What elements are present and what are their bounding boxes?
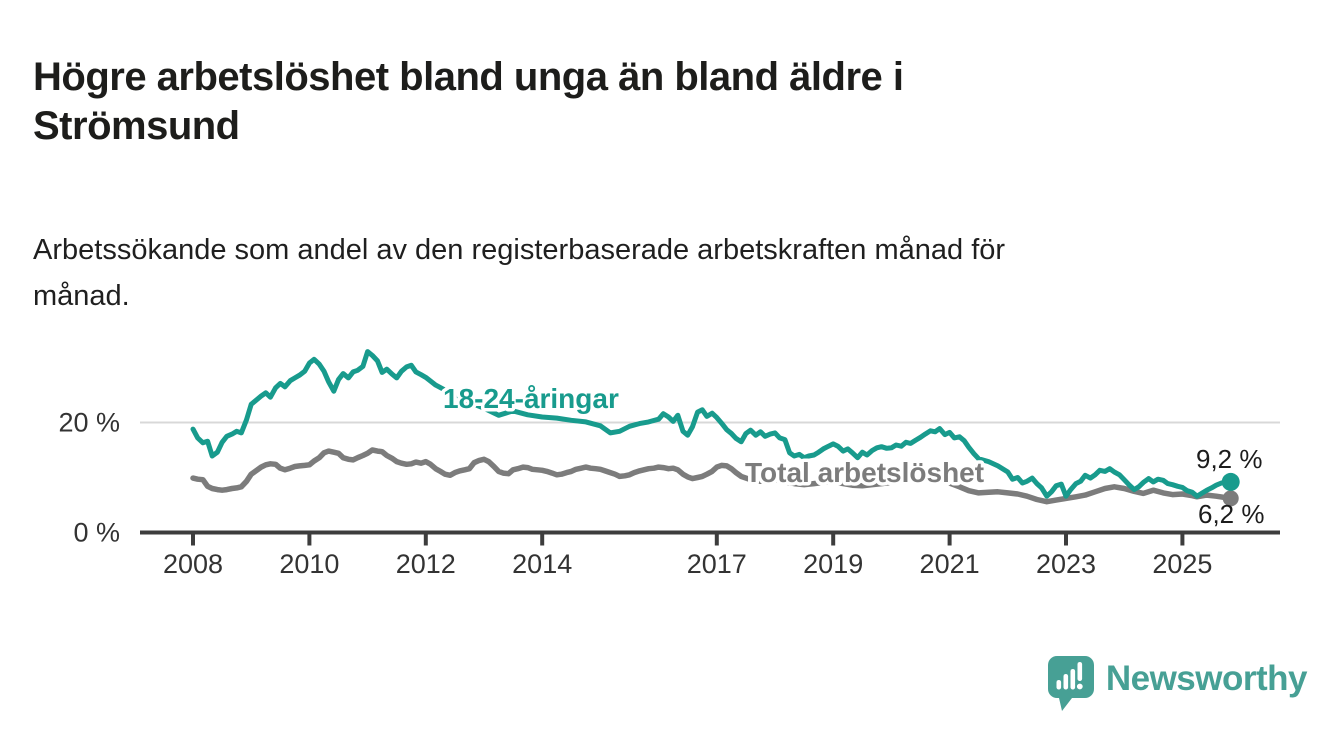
x-tick-label-2019: 2019 <box>803 549 863 579</box>
bar-2 <box>1063 674 1068 690</box>
series-label-18-24: 18-24-åringar <box>443 383 619 414</box>
series-label-total: Total arbetslöshet <box>745 457 984 488</box>
page-subtitle: Arbetssökande som andel av den registerb… <box>33 227 1253 319</box>
page-title-line-1: Högre arbetslöshet bland unga än bland ä… <box>33 54 904 99</box>
x-tick-label-2010: 2010 <box>279 549 339 579</box>
x-tick-label-2023: 2023 <box>1036 549 1096 579</box>
page-title-line-2: Strömsund <box>33 103 240 148</box>
line-series-total <box>190 447 1234 505</box>
y-tick-label-0: 0 % <box>73 518 120 548</box>
end-value-label-18-24: 9,2 % <box>1196 444 1263 474</box>
newsworthy-logo-icon <box>1047 656 1094 711</box>
end-dot-total <box>1222 490 1239 507</box>
x-tick-label-2025: 2025 <box>1152 549 1212 579</box>
page-subtitle-line-2: månad. <box>33 280 130 312</box>
x-tick-label-2021: 2021 <box>920 549 980 579</box>
newsworthy-logo: Newsworthy <box>1046 654 1308 712</box>
x-tick-label-2012: 2012 <box>396 549 456 579</box>
y-tick-label-20: 20 % <box>58 408 120 438</box>
x-tick-label-2008: 2008 <box>163 549 223 579</box>
bar-3 <box>1070 669 1075 690</box>
plot-area: 2008 2010 2012 2014 2017 2019 2021 2023 2025 20 %… <box>58 349 1280 579</box>
bar-1 <box>1056 680 1061 690</box>
unemployment-line-chart: 2008 2010 2012 2014 2017 2019 2021 2023 2025 20 %… <box>58 349 1280 579</box>
end-value-label-total: 6,2 % <box>1198 499 1265 529</box>
end-dot-18-24 <box>1221 472 1240 491</box>
page-title: Högre arbetslöshet bland unga än bland ä… <box>33 53 1213 151</box>
page-subtitle-line-1: Arbetssökande som andel av den registerb… <box>33 234 1006 266</box>
newsworthy-wordmark: Newsworthy <box>1105 659 1308 698</box>
line-series-18-24 <box>190 349 1234 499</box>
x-tick-label-2014: 2014 <box>512 549 572 579</box>
exclamation-bar <box>1077 662 1082 681</box>
chart-labels: 18-24-åringar Total arbetslöshet 9,2 % 6… <box>440 380 1265 530</box>
x-tick-label-2017: 2017 <box>687 549 747 579</box>
exclamation-dot <box>1076 683 1083 690</box>
